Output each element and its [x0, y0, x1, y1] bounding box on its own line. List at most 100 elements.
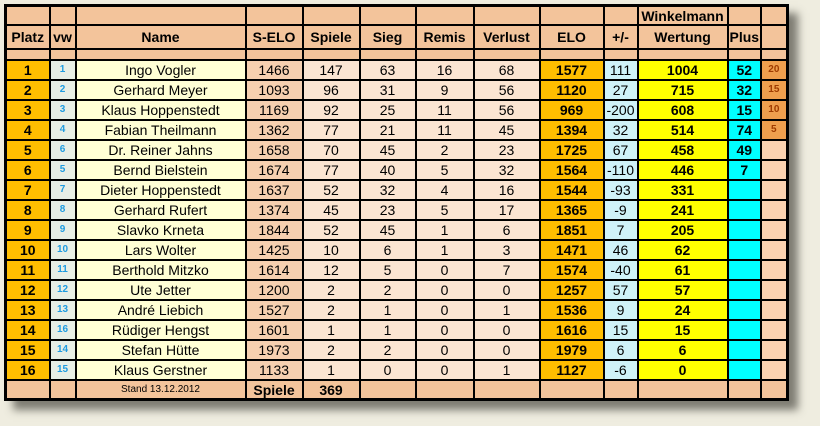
empty-cell [4, 48, 51, 61]
cell-sieg: 25 [358, 99, 417, 121]
cell-verlust: 32 [472, 159, 541, 181]
cell-wertung: 241 [636, 199, 729, 221]
cell-remis: 11 [414, 99, 475, 121]
cell-name: Klaus Gerstner [74, 359, 247, 381]
cell-wertung: 331 [636, 179, 729, 201]
cell-platz: 10 [4, 239, 51, 261]
cell-selo: 1658 [244, 139, 304, 161]
cell-sieg: 1 [358, 299, 417, 321]
cell-spiele: 92 [301, 99, 361, 121]
cell-verlust: 0 [472, 339, 541, 361]
cell-elo: 1365 [538, 199, 605, 221]
cell-elo: 969 [538, 99, 605, 121]
cell-elo: 1257 [538, 279, 605, 301]
ranking-table: Winkelmann Platz vw Name S-ELO Spiele Si… [4, 4, 789, 401]
table-row: 7 7 Dieter Hoppenstedt 1637 52 32 4 16 1… [4, 179, 789, 201]
empty-cell [48, 4, 77, 26]
cell-spiele: 2 [301, 299, 361, 321]
cell-remis: 0 [414, 279, 475, 301]
table-row: 6 5 Bernd Bielstein 1674 77 40 5 32 1564… [4, 159, 789, 181]
cell-wertung: 57 [636, 279, 729, 301]
column-header-spiele: Spiele [301, 24, 361, 50]
empty-cell [602, 4, 639, 26]
cell-selo: 1527 [244, 299, 304, 321]
cell-wertung: 514 [636, 119, 729, 141]
table-row: 14 16 Rüdiger Hengst 1601 1 1 0 0 1616 1… [4, 319, 789, 341]
cell-selo: 1637 [244, 179, 304, 201]
cell-plus [726, 179, 763, 201]
cell-plus [726, 339, 763, 361]
cell-vw: 1 [48, 59, 77, 81]
footer-row: Stand 13.12.2012 Spiele 369 [4, 379, 789, 401]
cell-platz: 11 [4, 259, 51, 281]
empty-cell [602, 379, 639, 401]
spiele-total-value: 369 [301, 379, 361, 401]
cell-plusminus: 6 [602, 339, 639, 361]
cell-platz: 7 [4, 179, 51, 201]
cell-remis: 4 [414, 179, 475, 201]
cell-selo: 1614 [244, 259, 304, 281]
cell-selo: 1973 [244, 339, 304, 361]
column-header-name: Name [74, 24, 247, 50]
empty-cell [358, 379, 417, 401]
table-row: 9 9 Slavko Krneta 1844 52 45 1 6 1851 7 … [4, 219, 789, 241]
cell-selo: 1169 [244, 99, 304, 121]
cell-sieg: 6 [358, 239, 417, 261]
cell-vw: 11 [48, 259, 77, 281]
cell-bonus [760, 239, 789, 261]
cell-bonus [760, 359, 789, 381]
cell-platz: 9 [4, 219, 51, 241]
cell-elo: 1394 [538, 119, 605, 141]
empty-cell [760, 48, 789, 61]
column-header-verlust: Verlust [472, 24, 541, 50]
empty-cell [538, 379, 605, 401]
cell-elo: 1979 [538, 339, 605, 361]
cell-plusminus: 27 [602, 79, 639, 101]
cell-name: Fabian Theilmann [74, 119, 247, 141]
cell-selo: 1200 [244, 279, 304, 301]
cell-vw: 4 [48, 119, 77, 141]
cell-name: Stefan Hütte [74, 339, 247, 361]
cell-plusminus: -6 [602, 359, 639, 381]
cell-elo: 1120 [538, 79, 605, 101]
cell-name: Dr. Reiner Jahns [74, 139, 247, 161]
cell-wertung: 608 [636, 99, 729, 121]
empty-cell [472, 379, 541, 401]
empty-cell [538, 4, 605, 26]
cell-bonus [760, 279, 789, 301]
cell-name: Bernd Bielstein [74, 159, 247, 181]
empty-cell [358, 4, 417, 26]
cell-sieg: 2 [358, 279, 417, 301]
cell-name: Berthold Mitzko [74, 259, 247, 281]
cell-elo: 1577 [538, 59, 605, 81]
cell-selo: 1844 [244, 219, 304, 241]
cell-plus [726, 279, 763, 301]
cell-sieg: 40 [358, 159, 417, 181]
cell-spiele: 2 [301, 279, 361, 301]
cell-platz: 8 [4, 199, 51, 221]
empty-cell [472, 48, 541, 61]
table-row: 10 10 Lars Wolter 1425 10 6 1 3 1471 46 … [4, 239, 789, 261]
table-row: 2 2 Gerhard Meyer 1093 96 31 9 56 1120 2… [4, 79, 789, 101]
empty-cell [48, 48, 77, 61]
cell-elo: 1127 [538, 359, 605, 381]
cell-sieg: 45 [358, 139, 417, 161]
cell-plus: 32 [726, 79, 763, 101]
cell-selo: 1133 [244, 359, 304, 381]
empty-cell [4, 4, 51, 26]
cell-plusminus: 111 [602, 59, 639, 81]
cell-platz: 16 [4, 359, 51, 381]
cell-spiele: 77 [301, 119, 361, 141]
cell-sieg: 0 [358, 359, 417, 381]
empty-cell [244, 4, 304, 26]
cell-verlust: 56 [472, 79, 541, 101]
cell-spiele: 52 [301, 219, 361, 241]
cell-name: Ingo Vogler [74, 59, 247, 81]
cell-spiele: 147 [301, 59, 361, 81]
cell-vw: 12 [48, 279, 77, 301]
cell-plusminus: -9 [602, 199, 639, 221]
cell-spiele: 2 [301, 339, 361, 361]
cell-plusminus: 67 [602, 139, 639, 161]
cell-platz: 12 [4, 279, 51, 301]
empty-cell [301, 4, 361, 26]
